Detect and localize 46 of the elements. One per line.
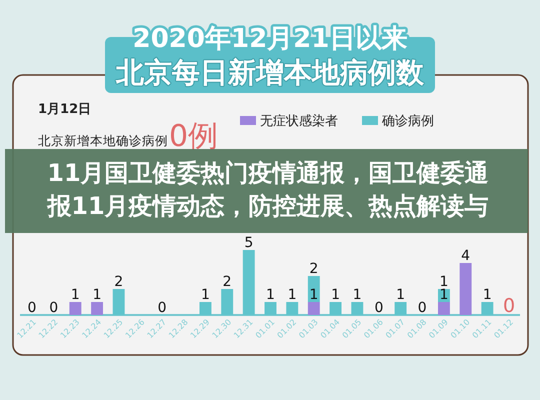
bar — [351, 302, 364, 315]
bar — [460, 263, 472, 315]
data-label: 1 — [288, 287, 297, 303]
bar — [394, 302, 407, 315]
data-label: 0 — [28, 300, 36, 316]
text: 0例 — [169, 119, 218, 154]
data-label: 1 — [200, 287, 210, 303]
data-label: 1 — [331, 287, 340, 303]
bar — [308, 276, 320, 302]
data-label: 4 — [461, 248, 470, 264]
legend-label: 确诊病例 — [381, 114, 434, 129]
bar — [286, 302, 298, 315]
bar — [330, 302, 342, 315]
chart-subtitle: 北京每日新增本地病例数 — [115, 56, 425, 89]
bar — [91, 302, 104, 315]
data-label: 1 — [70, 287, 80, 303]
data-label: 2 — [309, 261, 318, 277]
bar — [481, 302, 494, 315]
data-label: 1 — [352, 287, 362, 303]
data-label: 2 — [222, 274, 232, 290]
bar — [242, 250, 255, 315]
bar — [199, 302, 212, 315]
bar — [112, 289, 125, 315]
bar — [438, 302, 450, 315]
data-label: 1 — [266, 287, 275, 303]
text: 11月国卫健委热门疫情通报，国卫健委通报11月疫情动态，防控进展、热点解读与 — [46, 159, 489, 220]
data-label: 0 — [502, 295, 516, 317]
data-label: 1 — [92, 287, 102, 303]
bar — [264, 302, 276, 315]
data-label: 2 — [114, 274, 124, 290]
legend-label: 无症状感染者 — [260, 114, 338, 129]
bar — [221, 289, 234, 315]
text: 1月12日 — [38, 102, 92, 117]
data-label: 0 — [374, 300, 384, 316]
bar — [308, 302, 320, 315]
data-label: 1 — [439, 274, 448, 290]
data-label: 1 — [482, 287, 492, 303]
data-label: 1 — [439, 287, 448, 303]
data-label: 1 — [396, 287, 406, 303]
data-label: 5 — [244, 235, 254, 251]
data-label: 0 — [49, 300, 58, 316]
text: 北京新增本地确诊病例 — [38, 133, 168, 148]
data-label: 0 — [418, 300, 427, 316]
bar — [69, 302, 82, 315]
data-label: 0 — [158, 300, 167, 316]
data-label: 1 — [309, 287, 318, 303]
